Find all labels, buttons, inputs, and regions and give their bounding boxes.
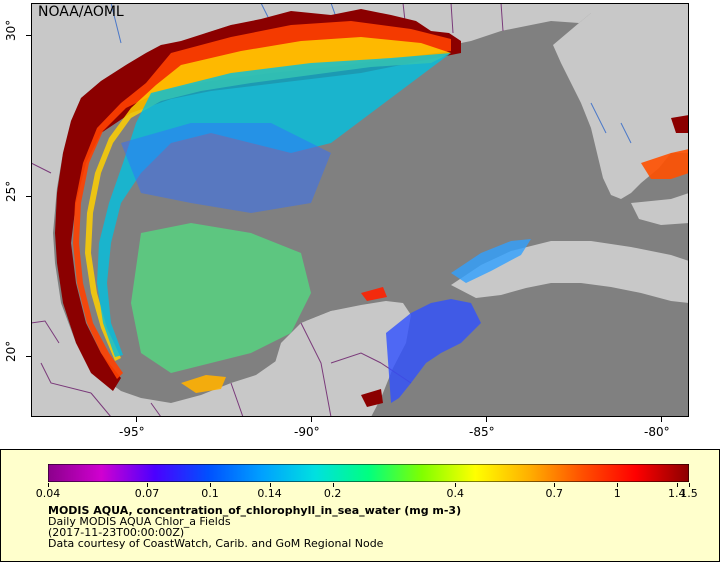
caribbean-chl-blue [386,299,481,403]
y-tick-mark [26,195,31,197]
x-tick-label: -95° [119,425,145,439]
legend-courtesy: Data courtesy of CoastWatch, Carib. and … [48,537,384,550]
colorbar-tick-label: 1.5 [680,487,698,500]
x-tick-label: -90° [294,425,320,439]
colorbar-tick-mark [617,483,619,487]
us-state-borders [402,3,504,34]
colorbar-tick-label: 0.4 [446,487,464,500]
credit-label: NOAA/AOML [38,4,124,20]
colorbar-tick-label: 0.1 [201,487,219,500]
gulf-chl-orange [181,375,226,393]
x-tick-mark [486,417,487,422]
x-tick-mark [311,417,312,422]
colorbar-tick-mark [554,483,556,487]
legend-subtitle: Daily MODIS AQUA Chlor_a Fields [48,515,231,528]
colorbar-tick-label: 0.07 [134,487,160,500]
legend-time: (2017-11-23T00:00:00Z) [48,526,185,539]
land-yucatan [266,301,411,417]
y-tick-label: 25° [4,180,18,202]
map-frame [31,3,689,417]
colorbar-gradient [48,464,689,482]
colorbar-tick-mark [146,483,148,487]
yucatan-chl-red [361,389,383,407]
colorbar-tick-mark [676,483,678,487]
colorbar-tick-label: 1 [613,487,621,500]
y-tick-mark [26,356,31,358]
colorbar-tick-label: 0.2 [323,487,342,500]
colorbar-tick-mark [48,483,49,487]
legend-title: MODIS AQUA, concentration_of_chlorophyll… [48,504,462,517]
x-tick-label: -85° [469,425,495,439]
colorbar-tick-label: 0.14 [257,487,282,500]
chlorophyll-map [31,3,689,417]
colorbar-tick-label: 1.4 [668,487,686,500]
florida-keys-chl-2 [671,115,689,133]
y-tick-label: 30° [4,19,18,42]
rivers [110,3,632,144]
campeche-chl-red [361,287,387,301]
colorbar-tick-label: 0.7 [545,487,563,500]
colorbar-tick-mark [210,483,212,487]
colorbar-tick-mark [689,483,690,487]
land-us-gulf-coast [31,3,689,153]
land-bahamas [631,193,689,225]
colorbar [48,464,689,482]
offshore-chl-blue [121,123,331,213]
land-florida [553,13,689,199]
colorbar-tick-mark [455,483,457,487]
colorbar-tick-label: 0.04 [35,487,61,500]
y-tick-label: 20° [4,340,18,363]
x-tick-mark [136,417,137,422]
offshore-chl-green [131,223,311,373]
cuba-north-chl [451,239,531,283]
colorbar-tick-mark [332,483,334,487]
y-tick-mark [26,35,31,37]
florida-keys-chl [641,149,689,179]
x-tick-label: -80° [644,425,670,439]
colorbar-tick-mark [269,483,271,487]
x-tick-mark [661,417,662,422]
